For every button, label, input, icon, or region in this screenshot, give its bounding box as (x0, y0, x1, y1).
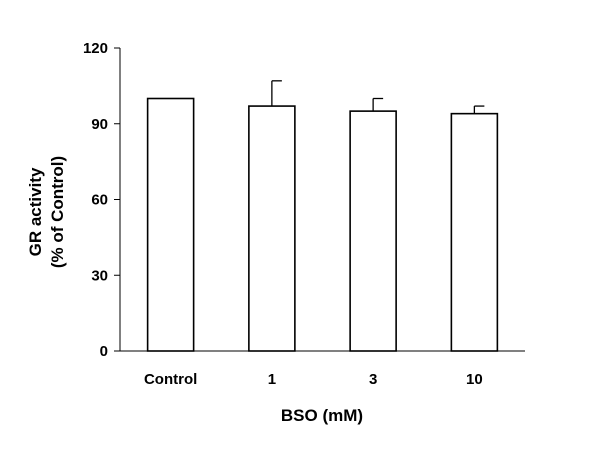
y-tick-label: 60 (91, 192, 108, 209)
bar (146, 97, 195, 352)
x-tick-label: 3 (369, 371, 377, 388)
x-axis-title: BSO (mM) (281, 406, 363, 425)
x-tick-label: 10 (466, 371, 483, 388)
y-tick-label: 30 (91, 267, 108, 284)
y-tick-label: 90 (91, 116, 108, 133)
bar (349, 110, 397, 352)
y-axis-title: GR activity (% of Control) (26, 156, 67, 268)
x-tick-label: Control (144, 371, 197, 388)
bar (248, 105, 296, 352)
bar (450, 112, 499, 352)
y-axis-title-line-2: (% of Control) (48, 156, 67, 268)
plot-area: 0 30 60 90 120 Control 1 3 10 (83, 40, 525, 388)
y-axis-title-line-1: GR activity (26, 167, 45, 256)
y-tick-label: 0 (100, 343, 108, 360)
x-tick-label: 1 (268, 371, 276, 388)
y-tick-label: 120 (83, 40, 108, 57)
